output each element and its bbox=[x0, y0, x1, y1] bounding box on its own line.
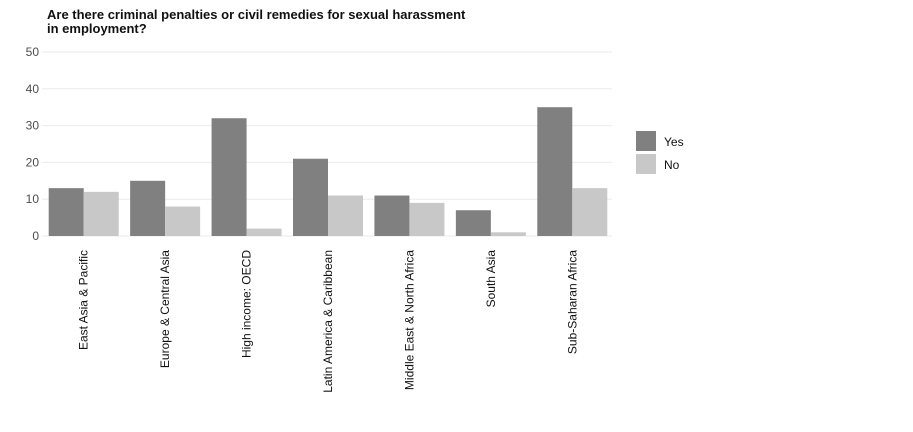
x-tick-label: South Asia bbox=[484, 250, 498, 308]
legend-key-yes bbox=[636, 131, 656, 151]
bar-yes bbox=[455, 210, 491, 236]
bar-yes bbox=[374, 195, 410, 236]
legend-label: No bbox=[664, 158, 680, 172]
y-tick-label: 30 bbox=[26, 119, 40, 133]
x-tick-label: Latin America & Caribbean bbox=[321, 250, 335, 393]
legend-key-no bbox=[636, 154, 656, 174]
x-tick-label: Middle East & North Africa bbox=[402, 250, 416, 390]
bar-no bbox=[165, 206, 201, 236]
y-tick-label: 40 bbox=[26, 82, 40, 96]
legend: Yes No bbox=[636, 131, 684, 174]
chart-title-line-1: Are there criminal penalties or civil re… bbox=[47, 7, 466, 22]
bar-yes bbox=[293, 158, 328, 236]
bar-no bbox=[409, 202, 445, 236]
bar-no bbox=[328, 195, 363, 236]
bars bbox=[48, 107, 608, 236]
x-tick-label: High income: OECD bbox=[240, 250, 254, 358]
chart-title-line-2: in employment? bbox=[47, 21, 147, 36]
bar-yes bbox=[537, 107, 573, 236]
y-tick-label: 50 bbox=[26, 45, 40, 59]
x-axis-category-labels: East Asia & Pacific Europe & Central Asia… bbox=[77, 250, 580, 393]
x-tick-label: East Asia & Pacific bbox=[77, 250, 91, 350]
y-tick-label: 10 bbox=[26, 192, 40, 206]
x-tick-label: Sub-Saharan Africa bbox=[565, 250, 579, 354]
bar-yes bbox=[48, 188, 84, 236]
chart-title: Are there criminal penalties or civil re… bbox=[47, 7, 469, 36]
y-tick-label: 0 bbox=[32, 229, 39, 243]
bar-no bbox=[572, 188, 608, 236]
bar-no bbox=[246, 228, 282, 236]
y-axis-ticks: 0 10 20 30 40 50 bbox=[26, 45, 40, 243]
y-tick-label: 20 bbox=[26, 155, 40, 169]
bar-yes bbox=[211, 118, 247, 236]
bar-yes bbox=[130, 180, 166, 236]
x-tick-label: Europe & Central Asia bbox=[158, 250, 172, 368]
legend-label: Yes bbox=[664, 135, 684, 149]
bar-no bbox=[83, 191, 119, 236]
bar-no bbox=[490, 232, 526, 236]
